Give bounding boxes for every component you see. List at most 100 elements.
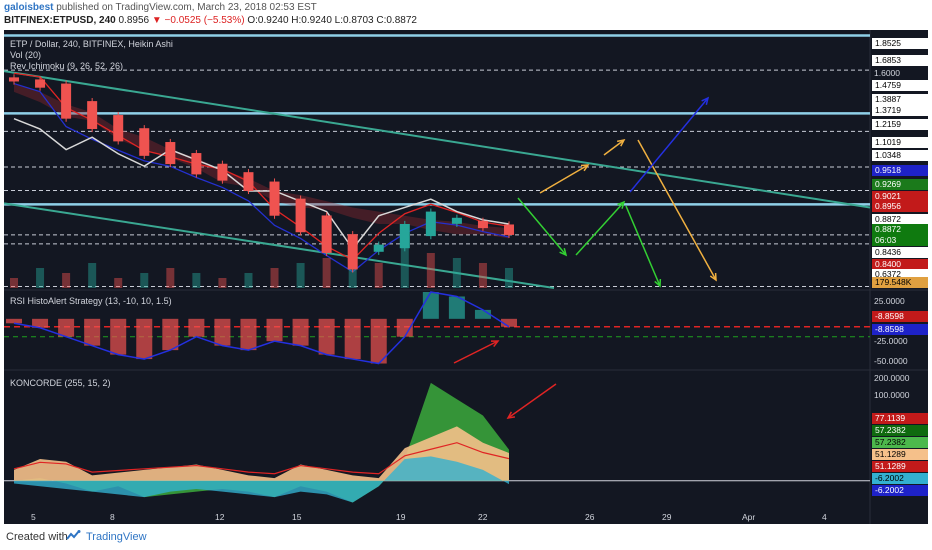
rsi-histogram-bar xyxy=(162,318,179,351)
rsi-line xyxy=(13,291,510,365)
rsi-axis-label: 25.0000 xyxy=(874,296,905,306)
volume-bar xyxy=(296,263,305,288)
price-tag: 1.0348 xyxy=(872,150,928,161)
rsi-histogram-bar xyxy=(318,318,335,355)
rsi-histogram-bar xyxy=(292,318,309,346)
volume-bar xyxy=(10,278,18,288)
author-link[interactable]: galoisbest xyxy=(4,2,54,13)
candle-body xyxy=(347,234,358,270)
candle-body xyxy=(61,83,72,119)
chart-canvas[interactable] xyxy=(4,30,928,524)
candle-body xyxy=(269,181,280,216)
candle-body xyxy=(139,128,150,156)
candle-body xyxy=(477,220,488,229)
rsi-histogram-bar xyxy=(214,318,231,346)
volume-bar xyxy=(192,273,201,288)
koncorde-axis-label: 100.0000 xyxy=(874,390,910,400)
price-tag: 0.8872 xyxy=(872,214,928,225)
divergence-arrow-head xyxy=(506,411,516,419)
rsi-histogram-bar xyxy=(474,309,491,319)
price-tag: 0.8400 xyxy=(872,259,928,270)
date-axis-label: 22 xyxy=(478,512,488,522)
rsi-histogram-bar xyxy=(58,318,75,337)
price-tag: 0.9518 xyxy=(872,165,928,176)
price-tag: 0.8956 xyxy=(872,201,928,212)
rsi-histogram-bar xyxy=(344,318,361,360)
price-tag: 06:03 xyxy=(872,235,928,246)
projection-arrow-yellow xyxy=(539,164,589,194)
date-axis-label: 26 xyxy=(585,512,595,522)
candle-body xyxy=(321,215,332,253)
rsi-value-tag: -8.8598 xyxy=(872,324,928,335)
price-tag: 0.8872 xyxy=(872,224,928,235)
koncorde-value-tag: 77.1139 xyxy=(872,413,928,424)
created-with-text: Created with xyxy=(6,531,68,543)
volume-bar xyxy=(374,263,383,288)
price-change: ▼ −0.0525 (−5.53%) xyxy=(151,15,245,26)
rsi-histogram-bar xyxy=(448,296,465,319)
candle-body xyxy=(165,142,176,165)
projection-arrow-yellow-head xyxy=(616,138,626,147)
candle-body xyxy=(425,211,436,237)
price-tag: 1.4759 xyxy=(872,80,928,91)
candle-body xyxy=(243,172,254,191)
candle-body xyxy=(217,163,228,181)
trendline xyxy=(4,202,555,289)
volume-bar xyxy=(140,273,149,288)
footer: Created with TradingView xyxy=(0,524,932,550)
price-tag: 0.9269 xyxy=(872,179,928,190)
price-tag: 1.1019 xyxy=(872,137,928,148)
date-axis-label: 29 xyxy=(662,512,672,522)
koncorde-ma-line xyxy=(13,442,510,475)
volume-bar xyxy=(452,258,461,288)
divergence-arrow xyxy=(507,383,557,419)
price-tag: 0.9021 xyxy=(872,191,928,202)
price-tag: 1.3887 xyxy=(872,94,928,105)
price-tag: 0.6372 xyxy=(872,269,928,280)
projection-arrow-blue-head xyxy=(701,96,710,105)
rsi-histogram-bar xyxy=(396,318,413,337)
tradingview-logo-icon xyxy=(66,530,81,540)
publish-header: galoisbest published on TradingView.com,… xyxy=(0,0,932,30)
chart-area[interactable]: ETP / Dollar, 240, BITFINEX, Heikin Ashi… xyxy=(4,30,928,524)
date-axis-label: 5 xyxy=(31,512,36,522)
rsi-histogram-bar xyxy=(240,318,257,351)
rsi-histogram-bar xyxy=(370,318,387,364)
date-axis-label: 19 xyxy=(396,512,406,522)
candle-body xyxy=(295,198,306,233)
projection-arrow-yellow xyxy=(603,139,625,156)
volume-bar xyxy=(62,273,71,288)
koncorde-value-tag: 51.1289 xyxy=(872,461,928,472)
date-axis-label: 4 xyxy=(822,512,827,522)
rsi-axis-label: -50.0000 xyxy=(874,356,908,366)
price-axis-label: 1.6000 xyxy=(874,68,900,78)
koncorde-value-tag: 51.1289 xyxy=(872,449,928,460)
rsi-histogram-bar xyxy=(501,318,517,327)
projection-arrow-green-head xyxy=(654,278,662,288)
volume-bar xyxy=(322,258,331,288)
projection-arrow-yellow xyxy=(637,139,717,281)
volume-bar xyxy=(426,253,435,288)
volume-bar xyxy=(88,263,97,288)
volume-bar xyxy=(244,273,253,288)
rsi-histogram-bar xyxy=(136,318,153,360)
koncorde-pane-label: KONCORDE (255, 15, 2) xyxy=(10,378,111,388)
candle-body xyxy=(191,153,202,175)
candle-body xyxy=(113,115,124,142)
candle-body xyxy=(504,224,514,235)
ichimoku-label: Rev Ichimoku (9, 26, 52, 26) xyxy=(10,61,124,71)
price-tag: 1.3719 xyxy=(872,105,928,116)
projection-arrow-green xyxy=(575,201,625,256)
date-axis-label: 15 xyxy=(292,512,302,522)
price-tag: 0.8436 xyxy=(872,247,928,258)
last-price: 0.8956 xyxy=(118,15,150,26)
trendline xyxy=(4,70,871,209)
volume-bar xyxy=(166,268,175,288)
rsi-histogram-bar xyxy=(84,318,101,346)
koncorde-value-tag: 57.2382 xyxy=(872,425,928,436)
price-tag: 179.548K xyxy=(872,277,928,288)
symbol-name: BITFINEX:ETPUSD, 240 xyxy=(4,15,116,26)
volume-bar xyxy=(270,268,279,288)
tradingview-brand[interactable]: TradingView xyxy=(86,531,147,543)
volume-bar xyxy=(505,268,513,288)
